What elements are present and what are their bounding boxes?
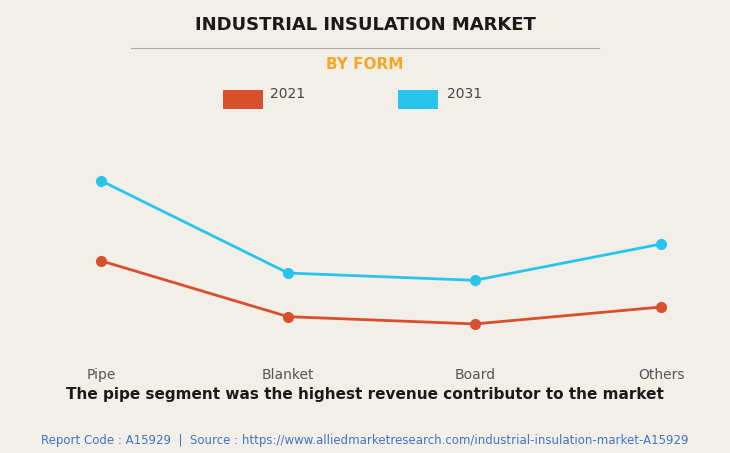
Text: 2021: 2021 — [270, 87, 305, 101]
Text: Report Code : A15929  |  Source : https://www.alliedmarketresearch.com/industria: Report Code : A15929 | Source : https://… — [42, 434, 688, 447]
Text: BY FORM: BY FORM — [326, 57, 404, 72]
Text: The pipe segment was the highest revenue contributor to the market: The pipe segment was the highest revenue… — [66, 387, 664, 402]
Text: INDUSTRIAL INSULATION MARKET: INDUSTRIAL INSULATION MARKET — [195, 16, 535, 34]
Text: 2031: 2031 — [447, 87, 482, 101]
